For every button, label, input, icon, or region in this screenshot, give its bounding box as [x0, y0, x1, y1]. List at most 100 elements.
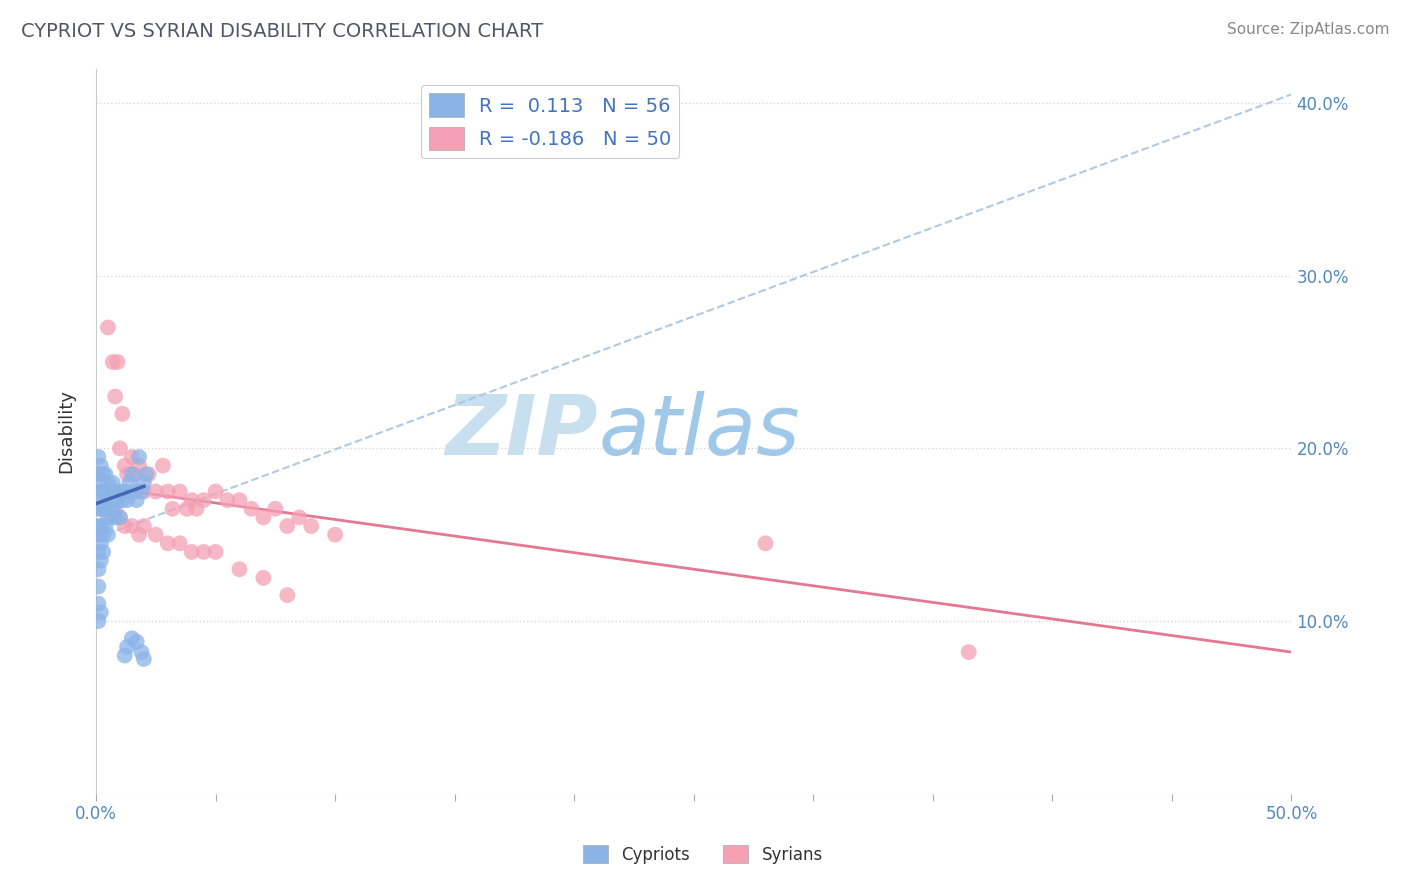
- Point: [97, 501, 120, 516]
- Point: [111, 493, 134, 508]
- Point: [125, 493, 148, 508]
- Point: [87, 484, 110, 499]
- Point: [276, 588, 298, 602]
- Point: [162, 501, 184, 516]
- Point: [754, 536, 776, 550]
- Point: [91, 501, 114, 516]
- Point: [87, 597, 110, 611]
- Point: [131, 645, 153, 659]
- Point: [122, 484, 145, 499]
- Point: [97, 527, 120, 541]
- Point: [957, 645, 980, 659]
- Point: [115, 640, 138, 654]
- Point: [108, 442, 131, 456]
- Point: [132, 652, 155, 666]
- Point: [101, 475, 124, 490]
- Point: [128, 527, 150, 541]
- Point: [90, 519, 112, 533]
- Point: [156, 484, 179, 499]
- Point: [98, 484, 121, 499]
- Point: [156, 536, 179, 550]
- Y-axis label: Disability: Disability: [58, 389, 75, 473]
- Point: [299, 519, 322, 533]
- Point: [90, 458, 112, 473]
- Text: CYPRIOT VS SYRIAN DISABILITY CORRELATION CHART: CYPRIOT VS SYRIAN DISABILITY CORRELATION…: [21, 22, 543, 41]
- Point: [180, 493, 202, 508]
- Point: [264, 501, 287, 516]
- Point: [132, 484, 155, 499]
- Legend: R =  0.113   N = 56, R = -0.186   N = 50: R = 0.113 N = 56, R = -0.186 N = 50: [422, 86, 679, 158]
- Point: [107, 493, 129, 508]
- Point: [114, 648, 136, 663]
- Point: [87, 545, 110, 559]
- Point: [276, 519, 298, 533]
- Point: [90, 501, 112, 516]
- Point: [87, 527, 110, 541]
- Point: [217, 493, 239, 508]
- Point: [111, 407, 134, 421]
- Point: [101, 501, 124, 516]
- Text: atlas: atlas: [598, 391, 800, 472]
- Point: [252, 510, 274, 524]
- Point: [186, 501, 208, 516]
- Point: [114, 519, 136, 533]
- Point: [121, 632, 143, 646]
- Point: [87, 519, 110, 533]
- Text: Source: ZipAtlas.com: Source: ZipAtlas.com: [1226, 22, 1389, 37]
- Point: [145, 484, 167, 499]
- Point: [87, 493, 110, 508]
- Point: [104, 484, 127, 499]
- Point: [152, 458, 174, 473]
- Point: [240, 501, 263, 516]
- Point: [94, 467, 117, 482]
- Point: [128, 450, 150, 464]
- Point: [132, 519, 155, 533]
- Point: [104, 510, 127, 524]
- Point: [132, 475, 155, 490]
- Point: [98, 510, 121, 524]
- Point: [115, 493, 138, 508]
- Point: [107, 355, 129, 369]
- Point: [193, 493, 215, 508]
- Point: [180, 545, 202, 559]
- Point: [90, 606, 112, 620]
- Point: [228, 493, 250, 508]
- Point: [108, 510, 131, 524]
- Point: [91, 484, 114, 499]
- Point: [145, 527, 167, 541]
- Point: [104, 390, 127, 404]
- Text: ZIP: ZIP: [446, 391, 598, 472]
- Point: [114, 458, 136, 473]
- Point: [97, 320, 120, 334]
- Point: [204, 545, 226, 559]
- Point: [87, 614, 110, 628]
- Point: [118, 475, 141, 490]
- Point: [135, 467, 157, 482]
- Point: [91, 545, 114, 559]
- Point: [323, 527, 346, 541]
- Point: [101, 355, 124, 369]
- Point: [90, 475, 112, 490]
- Point: [114, 484, 136, 499]
- Point: [228, 562, 250, 576]
- Point: [94, 493, 117, 508]
- Legend: Cypriots, Syrians: Cypriots, Syrians: [576, 838, 830, 871]
- Point: [91, 527, 114, 541]
- Point: [252, 571, 274, 585]
- Point: [87, 579, 110, 593]
- Point: [97, 510, 120, 524]
- Point: [108, 510, 131, 524]
- Point: [176, 501, 198, 516]
- Point: [128, 458, 150, 473]
- Point: [169, 536, 191, 550]
- Point: [108, 484, 131, 499]
- Point: [87, 450, 110, 464]
- Point: [193, 545, 215, 559]
- Point: [104, 501, 127, 516]
- Point: [91, 467, 114, 482]
- Point: [121, 450, 143, 464]
- Point: [125, 634, 148, 648]
- Point: [97, 475, 120, 490]
- Point: [87, 501, 110, 516]
- Point: [87, 467, 110, 482]
